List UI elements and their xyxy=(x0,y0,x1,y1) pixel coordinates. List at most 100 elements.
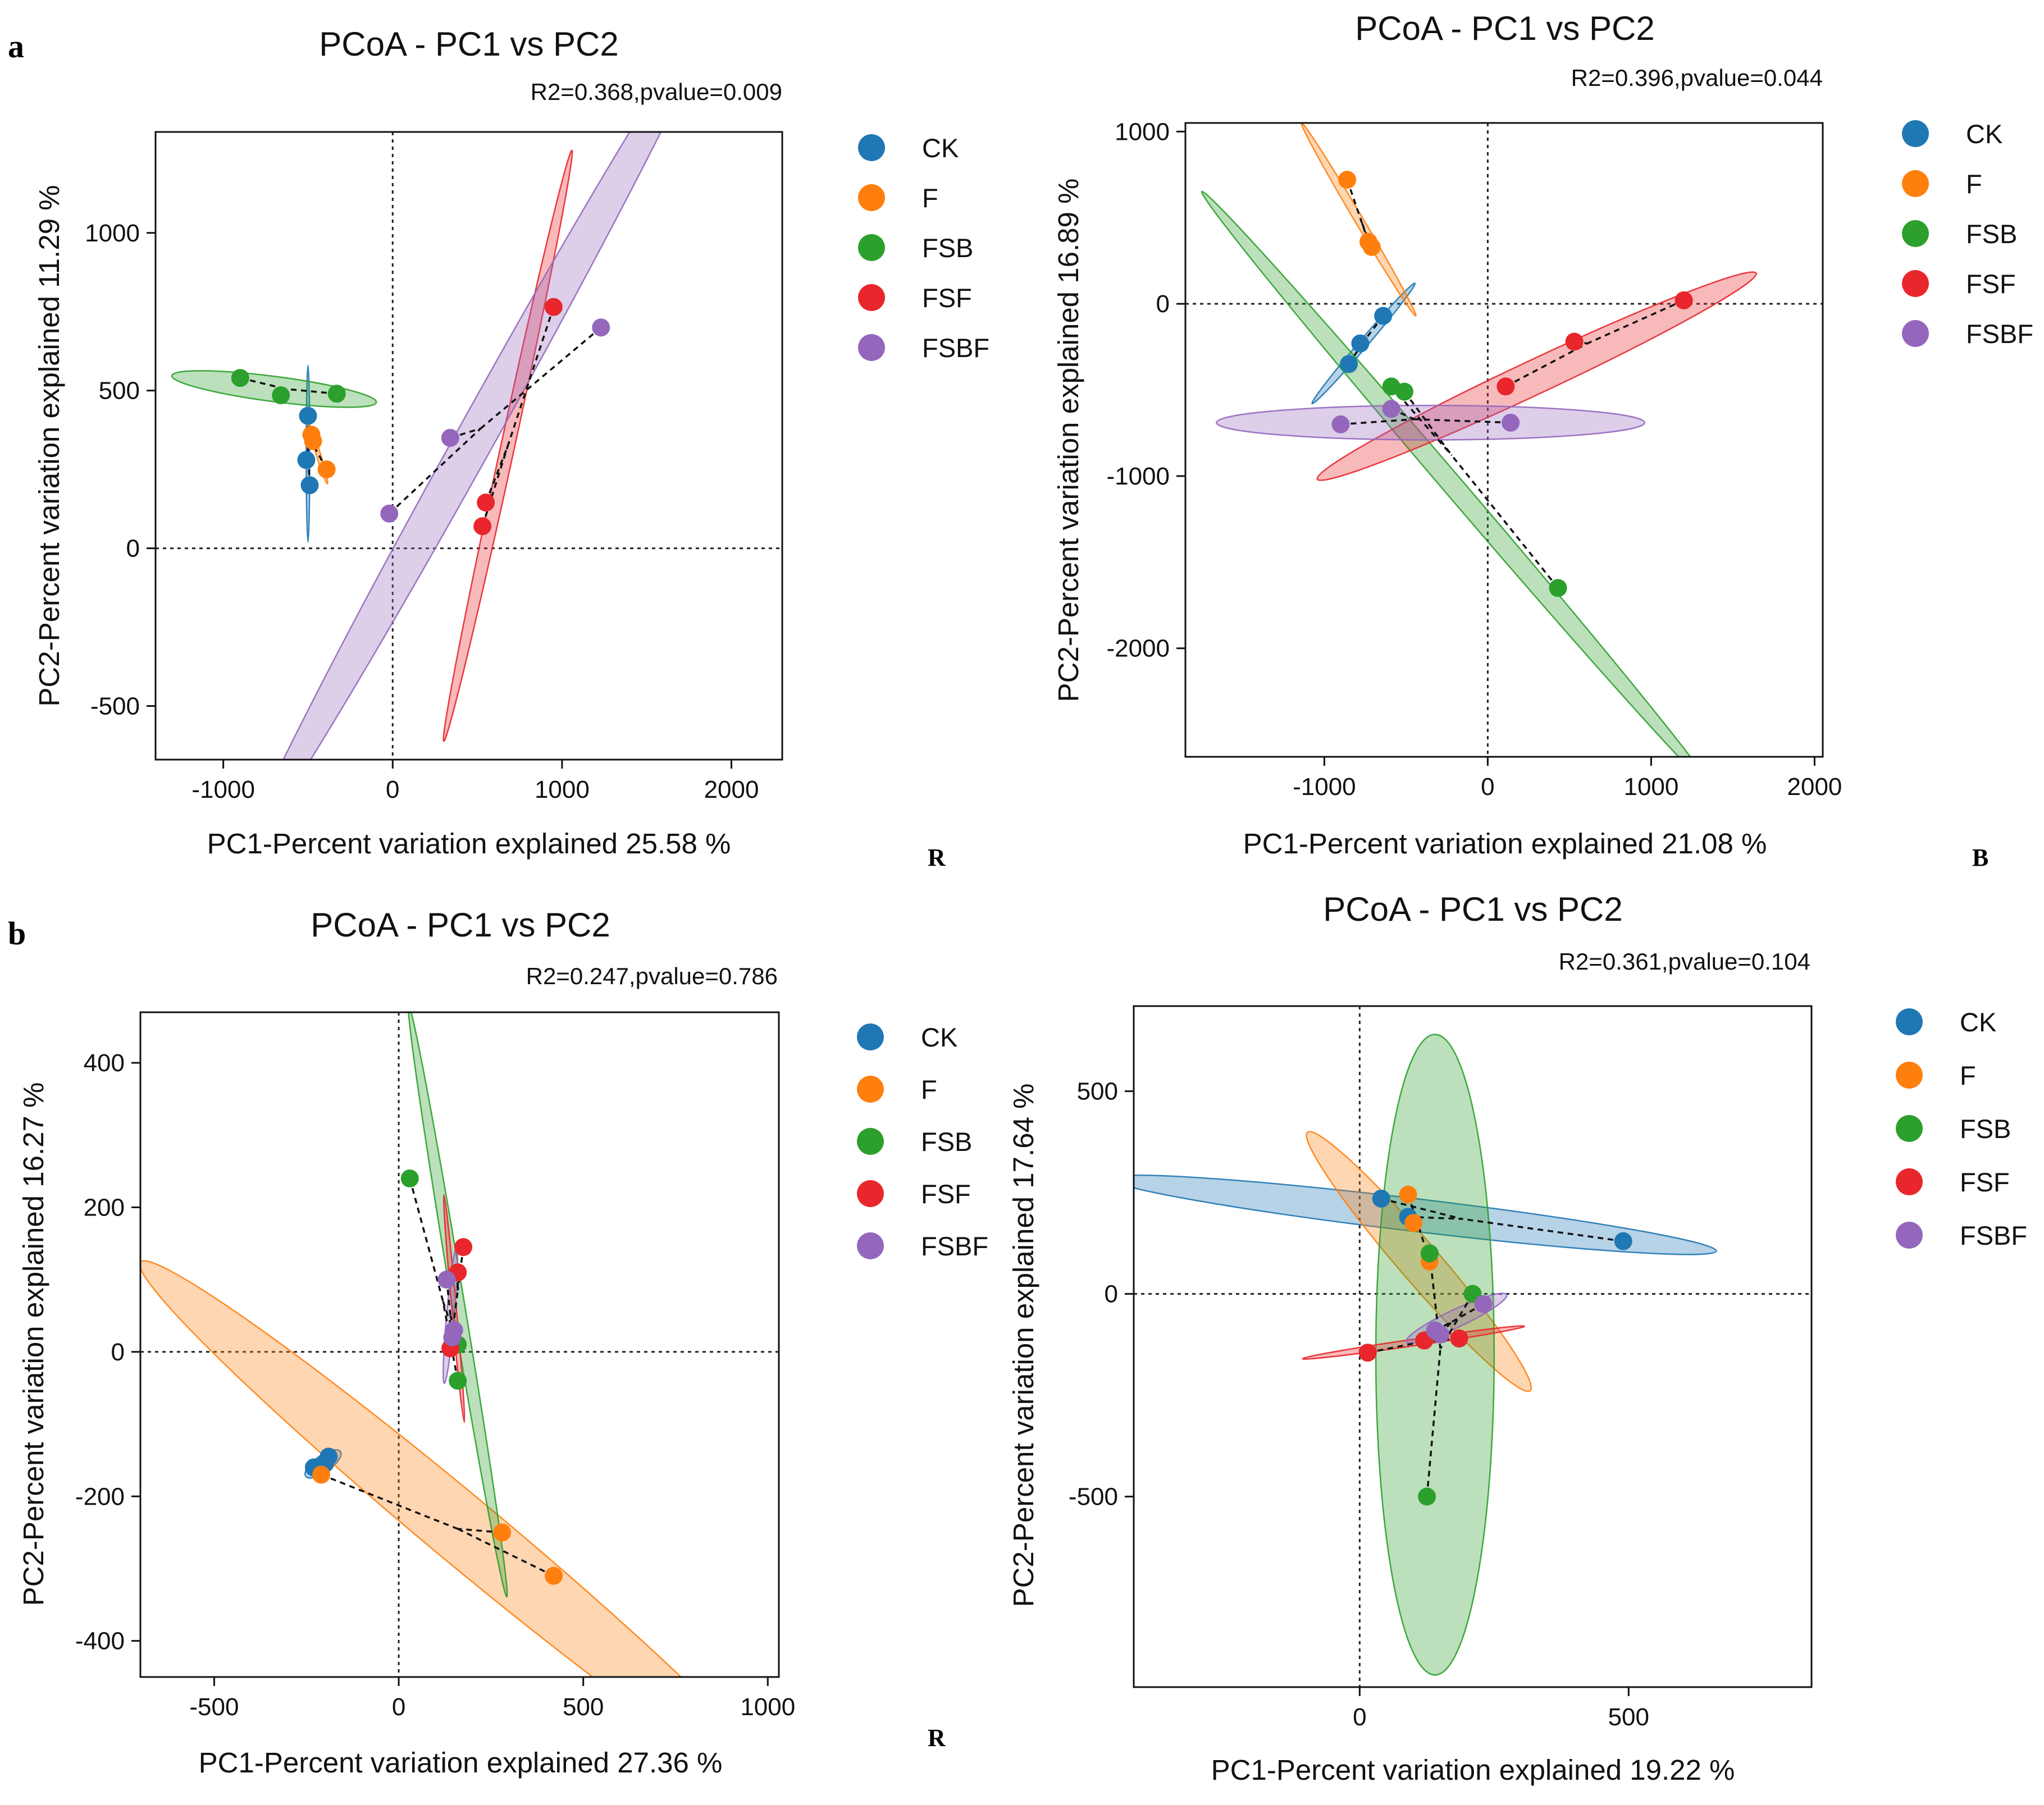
y-tick-label: -500 xyxy=(1069,1483,1118,1511)
legend-label-fsbf: FSBF xyxy=(921,1231,988,1261)
legend-marker-fsbf xyxy=(1896,1222,1923,1249)
spider-line-f xyxy=(457,1528,554,1577)
legend-label-fsbf: FSBF xyxy=(1960,1221,2027,1250)
legend-marker-fsbf xyxy=(857,1232,884,1259)
x-tick-label: 0 xyxy=(1353,1703,1366,1731)
stats-annotation: R2=0.368,pvalue=0.009 xyxy=(531,79,782,105)
legend-marker-f xyxy=(1896,1062,1923,1089)
stats-annotation: R2=0.247,pvalue=0.786 xyxy=(526,963,778,989)
legend-label-ck: CK xyxy=(1960,1007,1996,1037)
x-tick-label: 1000 xyxy=(535,776,590,803)
legend-marker-fsf xyxy=(857,1180,884,1207)
legend: CK F FSB FSF FSBF xyxy=(858,133,989,363)
data-point-ck xyxy=(1372,1189,1390,1208)
spider-line-fsbf xyxy=(1450,1303,1484,1323)
data-point-f xyxy=(493,1523,512,1542)
stats-annotation: R2=0.396,pvalue=0.044 xyxy=(1571,65,1823,91)
x-tick-label: -1000 xyxy=(191,776,255,803)
y-tick-label: -200 xyxy=(75,1483,125,1510)
data-point-ck xyxy=(299,406,317,425)
legend-label-fsbf: FSBF xyxy=(922,333,989,363)
data-point-fsbf xyxy=(1502,413,1520,432)
ellipse-fsbf xyxy=(1216,404,1646,441)
legend-label-ck: CK xyxy=(1966,119,2002,149)
spider-line-ck xyxy=(1381,1198,1462,1220)
data-point-fsbf xyxy=(1331,415,1350,433)
spider-line-fsbf xyxy=(1340,418,1415,426)
spider-line-fsb xyxy=(286,388,337,395)
x-tick-label: -1000 xyxy=(1293,773,1356,801)
stats-annotation: R2=0.361,pvalue=0.104 xyxy=(1559,948,1810,975)
pcoa-chart-a-left: PCoA - PC1 vs PC2 R2=0.368,pvalue=0.009 -1… xyxy=(33,25,989,860)
x-tick-label: 0 xyxy=(392,1693,405,1721)
spider-line-fsf xyxy=(1367,1341,1420,1354)
legend-marker-fsf xyxy=(858,284,885,311)
ellipse-fsb xyxy=(1375,1034,1495,1676)
legend-label-f: F xyxy=(921,1075,937,1104)
plot-area xyxy=(140,1012,779,1677)
y-tick-label: -2000 xyxy=(1106,635,1170,662)
x-tick-label: 0 xyxy=(386,776,399,803)
y-axis-label: PC2-Percent variation explained 16.27 % xyxy=(17,1082,49,1606)
legend-marker-f xyxy=(858,184,885,211)
plot-area xyxy=(1134,1006,1812,1687)
data-point-fsf xyxy=(454,1238,473,1256)
data-point-f xyxy=(1338,171,1357,189)
data-point-fsb xyxy=(231,369,249,387)
pcoa-chart-b-left: PCoA - PC1 vs PC2 R2=0.247,pvalue=0.786 -5… xyxy=(17,906,988,1779)
plot-area xyxy=(1185,123,1823,757)
data-point-f xyxy=(304,432,322,450)
corner-label-b-top: B xyxy=(1972,844,1988,871)
x-tick-label: 500 xyxy=(563,1693,604,1721)
data-point-ck xyxy=(1340,355,1358,373)
x-tick-label: 2000 xyxy=(704,776,759,803)
spider-line-fsbf xyxy=(389,427,482,515)
corner-label-r-bottom: R xyxy=(928,1724,946,1752)
legend-marker-ck xyxy=(1902,120,1929,147)
data-point-fsbf xyxy=(441,428,459,447)
data-point-ck xyxy=(1614,1232,1632,1250)
x-tick-label: 1000 xyxy=(1623,773,1678,801)
x-axis-label: PC1-Percent variation explained 19.22 % xyxy=(1211,1754,1735,1786)
legend-label-fsf: FSF xyxy=(1966,269,2016,299)
data-point-fsbf xyxy=(1474,1295,1493,1313)
spider-line-fsb xyxy=(240,377,286,390)
y-tick-label: 1000 xyxy=(1115,118,1170,145)
legend-label-fsb: FSB xyxy=(1966,219,2017,249)
legend-marker-fsb xyxy=(1896,1115,1923,1142)
x-tick-label: -500 xyxy=(189,1693,239,1721)
ellipse-fsb xyxy=(171,370,377,408)
legend-marker-fsb xyxy=(858,234,885,261)
legend: CK F FSB FSF FSBF xyxy=(1896,1007,2027,1250)
chart-title: PCoA - PC1 vs PC2 xyxy=(311,906,610,944)
data-point-f xyxy=(1399,1185,1417,1204)
legend-label-f: F xyxy=(1966,169,1982,199)
data-point-f xyxy=(1362,237,1381,256)
data-point-ck xyxy=(1374,307,1393,325)
corner-label-r-top: R xyxy=(928,844,946,871)
x-axis-label: PC1-Percent variation explained 21.08 % xyxy=(1243,828,1767,860)
data-point-fsf xyxy=(473,517,492,536)
chart-title: PCoA - PC1 vs PC2 xyxy=(319,25,619,63)
data-point-fsb xyxy=(1418,1487,1436,1506)
y-tick-label: 0 xyxy=(111,1338,125,1366)
ellipse-fsb xyxy=(1201,190,1713,757)
legend-label-f: F xyxy=(1960,1061,1976,1090)
data-point-fsf xyxy=(1675,291,1693,309)
data-point-fsbf xyxy=(437,1271,456,1289)
data-point-fsb xyxy=(327,385,346,403)
data-point-fsb xyxy=(272,386,290,405)
data-point-fsb xyxy=(449,1372,467,1390)
pcoa-chart-a-right: PCoA - PC1 vs PC2 R2=0.396,pvalue=0.044 -1… xyxy=(1052,10,2033,860)
data-point-fsb xyxy=(1420,1244,1439,1263)
spider-line-ck xyxy=(1408,1215,1462,1220)
x-tick-label: 0 xyxy=(1481,773,1494,801)
y-tick-label: -500 xyxy=(90,692,140,720)
y-tick-label: 1000 xyxy=(85,220,140,247)
data-point-fsf xyxy=(477,493,495,512)
y-axis-label: PC2-Percent variation explained 17.64 % xyxy=(1007,1084,1039,1607)
legend-marker-fsbf xyxy=(1902,320,1929,347)
panel-label-a: a xyxy=(8,28,24,65)
data-point-fsb xyxy=(1549,579,1567,597)
